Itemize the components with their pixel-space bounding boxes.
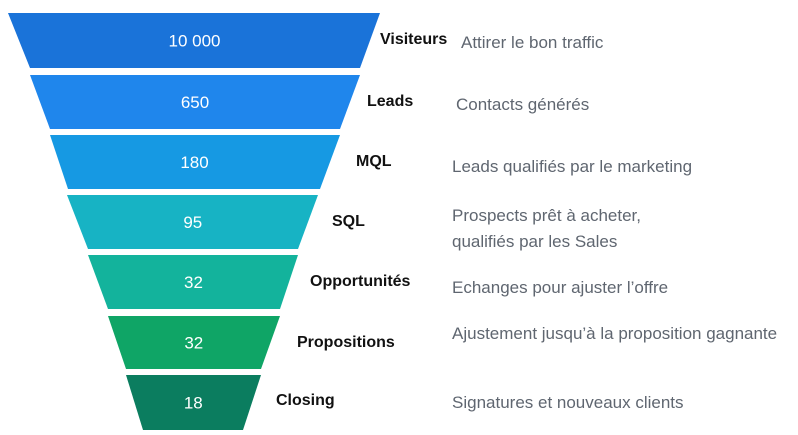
funnel-value-propositions: 32 [184,334,203,353]
stage-description-closing: Signatures et nouveaux clients [452,393,684,412]
funnel-value-opportunites: 32 [184,273,203,292]
stage-description-mql: Leads qualifiés par le marketing [452,157,693,176]
funnel-segment-propositions [108,316,280,369]
stage-description-sql-line1: Prospects prêt à acheter, [452,206,641,225]
funnel-value-closing: 18 [184,394,203,413]
funnel-value-visiteurs: 10 000 [169,32,221,51]
stage-name-opportunites: Opportunités [310,273,411,290]
funnel-segment-leads [30,75,360,129]
funnel-segment-closing [126,375,261,430]
funnel-segment-sql [67,195,318,249]
stage-name-visiteurs: Visiteurs [380,31,448,48]
funnel-segment-visiteurs [8,13,380,68]
funnel-value-leads: 650 [181,93,209,112]
funnel-value-sql: 95 [183,213,202,232]
stage-description-leads: Contacts générés [456,95,590,114]
stage-description-visiteurs: Attirer le bon traffic [461,33,604,52]
stage-name-mql: MQL [356,153,392,170]
stage-name-propositions: Propositions [297,334,395,351]
stage-description-sql-line2: qualifiés par les Sales [452,232,618,251]
stage-description-opportunites: Echanges pour ajuster l’offre [452,278,669,297]
funnel-segment-mql [50,135,340,189]
stage-name-leads: Leads [367,93,414,110]
stage-name-closing: Closing [276,392,335,409]
stage-name-sql: SQL [332,213,365,230]
stage-description-propositions: Ajustement jusqu’à la proposition gagnan… [452,324,778,343]
funnel-segment-opportunites [88,255,298,309]
funnel-value-mql: 180 [180,153,208,172]
